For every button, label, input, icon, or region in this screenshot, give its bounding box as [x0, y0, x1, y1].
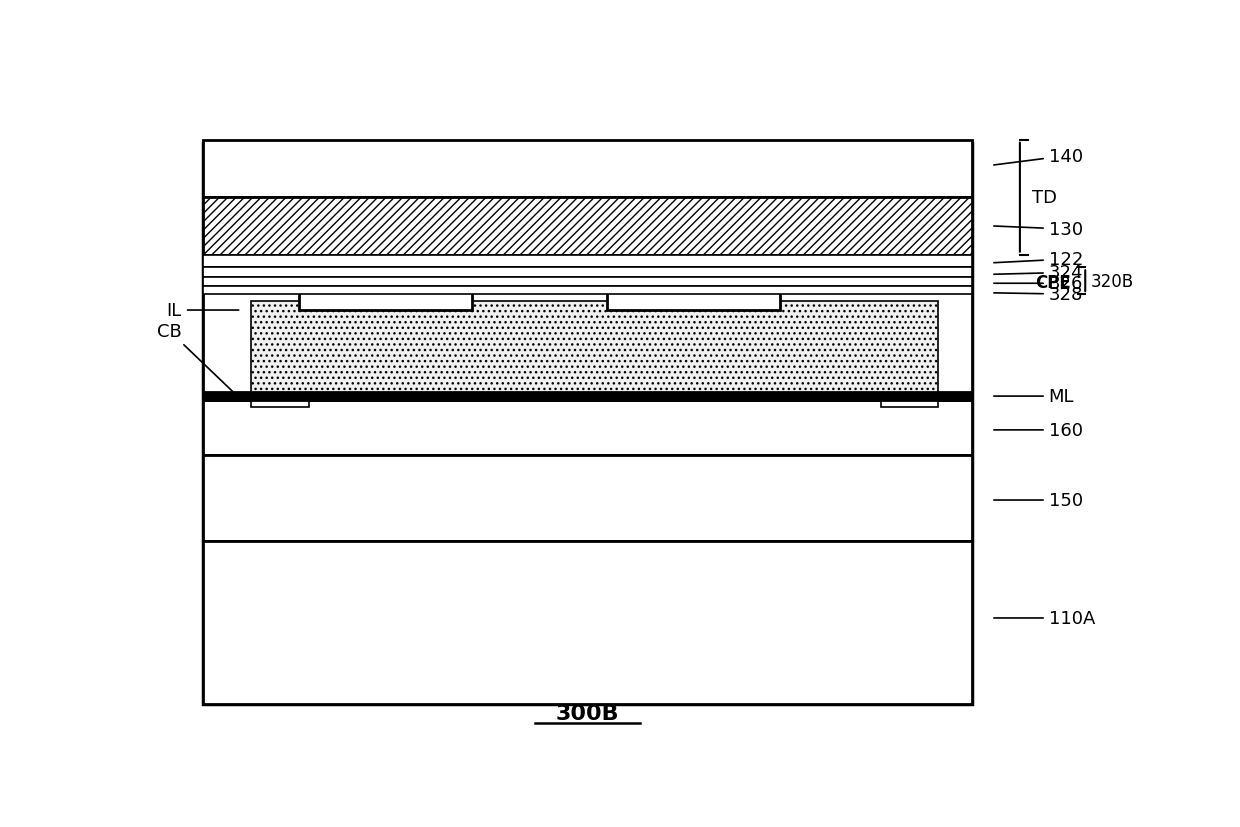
Bar	[880, 394, 939, 408]
Bar	[749, 278, 787, 293]
Text: 300B: 300B	[556, 703, 619, 724]
Text: 110A: 110A	[993, 609, 1095, 627]
Bar	[203, 256, 972, 268]
Text: IL: IL	[166, 302, 239, 320]
Bar	[203, 400, 972, 456]
Text: TD: TD	[1033, 189, 1058, 207]
Text: 324: 324	[993, 264, 1084, 282]
Bar	[203, 278, 972, 287]
Bar	[203, 456, 972, 542]
Text: 160: 160	[993, 422, 1083, 439]
Bar	[293, 278, 331, 293]
Text: 328: 328	[993, 286, 1083, 304]
Bar	[203, 141, 972, 198]
Text: 130: 130	[993, 221, 1083, 239]
Text: ML: ML	[993, 388, 1074, 405]
Bar	[203, 392, 972, 400]
Bar	[203, 287, 972, 294]
Bar	[203, 198, 972, 256]
Text: 150: 150	[993, 491, 1083, 509]
Bar	[203, 268, 972, 395]
Text: CPE: CPE	[1035, 274, 1071, 292]
Bar	[606, 293, 780, 311]
Bar	[299, 293, 472, 311]
Bar	[203, 542, 972, 705]
Text: 320B: 320B	[1091, 272, 1135, 290]
Text: 140: 140	[993, 147, 1083, 165]
Bar	[203, 144, 972, 705]
Bar	[441, 278, 480, 293]
Bar	[250, 302, 939, 394]
Text: 326: 326	[993, 275, 1083, 293]
Text: 122: 122	[993, 251, 1083, 269]
Text: CB: CB	[157, 323, 239, 399]
Bar	[250, 394, 309, 408]
Bar	[203, 268, 972, 278]
Bar	[600, 278, 639, 293]
